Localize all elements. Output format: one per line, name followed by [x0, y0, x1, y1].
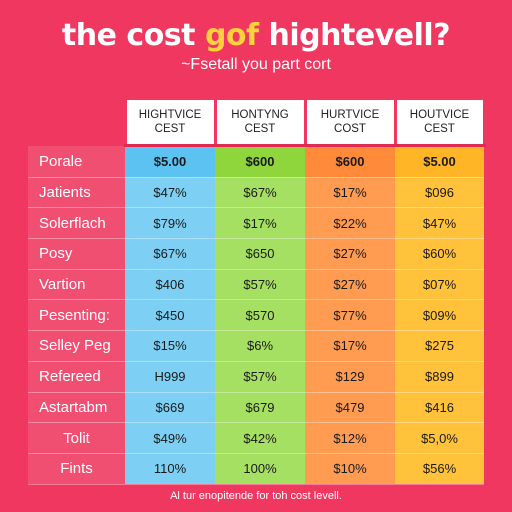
title-part-1: the cost — [61, 18, 205, 53]
table-row: Astartabm $669 $679 $479 $416 — [28, 392, 484, 424]
table-row: Porale $5.00 $600 $600 $5.00 — [28, 145, 484, 178]
table-row: Posy $67% $650 $27% $60% — [28, 238, 484, 270]
table-row: Pesenting: $450 $570 $77% $09% — [28, 299, 484, 332]
cell-value: $47% — [395, 207, 484, 240]
table-row: Tolit $49% $42% $12% $5,0% — [28, 422, 484, 454]
cell-value: $42% — [215, 422, 305, 454]
row-label: Vartion — [28, 269, 125, 301]
cell-value: $57% — [215, 361, 305, 393]
cell-value: $57% — [215, 269, 305, 301]
column-header: HIGHTVICE CEST — [123, 100, 217, 147]
cell-value: $15% — [125, 330, 215, 362]
cell-value: $650 — [215, 238, 305, 270]
title-part-3: hightevell? — [258, 18, 451, 53]
cell-value: H999 — [125, 361, 215, 393]
row-label: Refereed — [28, 361, 125, 393]
table-row: Jatients $47% $67% $17% $096 — [28, 177, 484, 209]
row-label: Jatients — [28, 177, 125, 209]
cell-value: $67% — [215, 177, 305, 209]
header-blank-cell — [28, 100, 125, 146]
cell-value: $27% — [305, 238, 395, 270]
table-row: Selley Peg $15% $6% $17% $275 — [28, 330, 484, 362]
cell-value: $5,0% — [395, 422, 484, 454]
cell-value: $669 — [125, 392, 215, 424]
cell-value: $6% — [215, 330, 305, 362]
cell-value: $899 — [395, 361, 484, 393]
row-label: Astartabm — [28, 392, 125, 424]
cell-value: $49% — [125, 422, 215, 454]
cell-value: $77% — [305, 299, 395, 332]
cell-value: $56% — [395, 453, 484, 485]
table-row: Solerflach $79% $17% $22% $47% — [28, 207, 484, 240]
column-header: HURTVICE COST — [303, 100, 397, 147]
cell-value: $600 — [305, 145, 395, 178]
row-label: Pesenting: — [28, 299, 125, 332]
page-subtitle: ~Fsetall you part cort — [181, 56, 331, 73]
table-row: Refereed H999 $57% $129 $899 — [28, 361, 484, 393]
cell-value: 110% — [125, 453, 215, 485]
page-title: the cost gof hightevell? — [0, 18, 512, 53]
cell-value: $416 — [395, 392, 484, 424]
table-row: Fints 110% 100% $10% $56% — [28, 453, 484, 485]
cell-value: $60% — [395, 238, 484, 270]
column-header: HONTYNG CEST — [213, 100, 307, 147]
cell-value: $679 — [215, 392, 305, 424]
cell-value: $5.00 — [125, 145, 215, 178]
cell-value: $5.00 — [395, 145, 484, 178]
cell-value: $47% — [125, 177, 215, 209]
cell-value: $275 — [395, 330, 484, 362]
cell-value: $22% — [305, 207, 395, 240]
cell-value: $600 — [215, 145, 305, 178]
cell-value: $12% — [305, 422, 395, 454]
cell-value: $09% — [395, 299, 484, 332]
cell-value: $17% — [305, 330, 395, 362]
cell-value: $406 — [125, 269, 215, 301]
table-header-row: HIGHTVICE CEST HONTYNG CEST HURTVICE COST H… — [28, 100, 486, 147]
cell-value: $79% — [125, 207, 215, 240]
column-header: HOUTVICE CEST — [393, 100, 486, 147]
row-label: Selley Peg — [28, 330, 125, 362]
cell-value: $17% — [215, 207, 305, 240]
cell-value: $10% — [305, 453, 395, 485]
footer-note: Al tur enopitende for toh cost levell. — [170, 490, 342, 502]
cell-value: $450 — [125, 299, 215, 332]
cell-value: $479 — [305, 392, 395, 424]
cell-value: $096 — [395, 177, 484, 209]
row-label: Posy — [28, 238, 125, 270]
cell-value: $67% — [125, 238, 215, 270]
row-label: Fints — [28, 453, 125, 485]
cell-value: 100% — [215, 453, 305, 485]
title-part-2: gof — [204, 18, 259, 53]
cell-value: $129 — [305, 361, 395, 393]
cost-table: HIGHTVICE CEST HONTYNG CEST HURTVICE COST H… — [28, 100, 486, 485]
cell-value: $570 — [215, 299, 305, 332]
row-label: Solerflach — [28, 207, 125, 240]
row-label: Porale — [28, 145, 125, 178]
cell-value: $27% — [305, 269, 395, 301]
table-row: Vartion $406 $57% $27% $07% — [28, 269, 484, 301]
row-label: Tolit — [28, 422, 125, 454]
cell-value: $07% — [395, 269, 484, 301]
cell-value: $17% — [305, 177, 395, 209]
